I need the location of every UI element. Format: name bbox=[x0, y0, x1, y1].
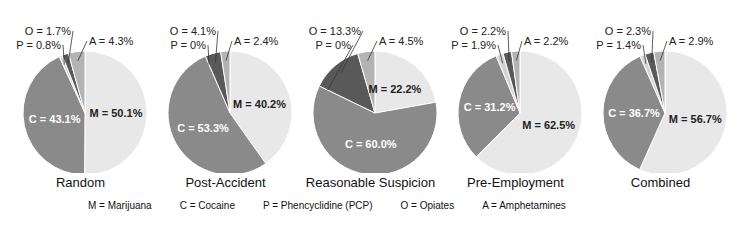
svg-text:O = 13.3%: O = 13.3% bbox=[309, 25, 362, 37]
svg-text:P = 0%: P = 0% bbox=[170, 39, 206, 51]
svg-text:M = 56.7%: M = 56.7% bbox=[669, 113, 722, 125]
svg-text:P = 0.8%: P = 0.8% bbox=[16, 39, 61, 51]
html-text:Pre-Employment: Pre-Employment bbox=[467, 175, 564, 190]
svg-text:A = 4.3%: A = 4.3% bbox=[89, 35, 134, 47]
svg-text:A = 4.5%: A = 4.5% bbox=[379, 35, 424, 47]
svg-text:A = 2.9%: A = 2.9% bbox=[669, 35, 714, 47]
svg-text:M = 22.2%: M = 22.2% bbox=[368, 83, 421, 95]
html-text:Reasonable Suspicion: Reasonable Suspicion bbox=[305, 175, 436, 190]
svg-text:M = 40.2%: M = 40.2% bbox=[233, 98, 286, 110]
html-text:O = Opiates: O = Opiates bbox=[400, 200, 455, 211]
html-text:P = Phencyclidine (PCP): P = Phencyclidine (PCP) bbox=[263, 200, 373, 211]
svg-text:P = 1.9%: P = 1.9% bbox=[451, 39, 496, 51]
svg-text:M = 50.1%: M = 50.1% bbox=[90, 107, 143, 119]
svg-text:C = 60.0%: C = 60.0% bbox=[345, 138, 397, 150]
html-text:A = Amphetamines: A = Amphetamines bbox=[482, 200, 566, 211]
svg-text:P = 0%: P = 0% bbox=[315, 39, 351, 51]
html-text:Post-Accident: Post-Accident bbox=[185, 175, 266, 190]
svg-text:C = 31.2%: C = 31.2% bbox=[464, 101, 516, 113]
html-text:C = Cocaine: C = Cocaine bbox=[179, 200, 235, 211]
svg-text:O = 2.3%: O = 2.3% bbox=[605, 25, 651, 37]
svg-text:A = 2.4%: A = 2.4% bbox=[234, 35, 279, 47]
svg-text:C = 53.3%: C = 53.3% bbox=[177, 122, 229, 134]
svg-text:O = 1.7%: O = 1.7% bbox=[25, 25, 71, 37]
html-text:M = Marijuana: M = Marijuana bbox=[88, 200, 152, 211]
svg-text:O = 4.1%: O = 4.1% bbox=[170, 25, 216, 37]
svg-text:C = 43.1%: C = 43.1% bbox=[29, 113, 81, 125]
svg-text:C = 36.7%: C = 36.7% bbox=[608, 107, 660, 119]
svg-text:A = 2.2%: A = 2.2% bbox=[524, 35, 569, 47]
html-text:Random: Random bbox=[55, 175, 106, 190]
svg-text:O = 2.2%: O = 2.2% bbox=[460, 25, 506, 37]
svg-text:M = 62.5%: M = 62.5% bbox=[522, 119, 575, 131]
html-text:Combined: Combined bbox=[630, 175, 691, 190]
svg-text:P = 1.4%: P = 1.4% bbox=[596, 39, 641, 51]
